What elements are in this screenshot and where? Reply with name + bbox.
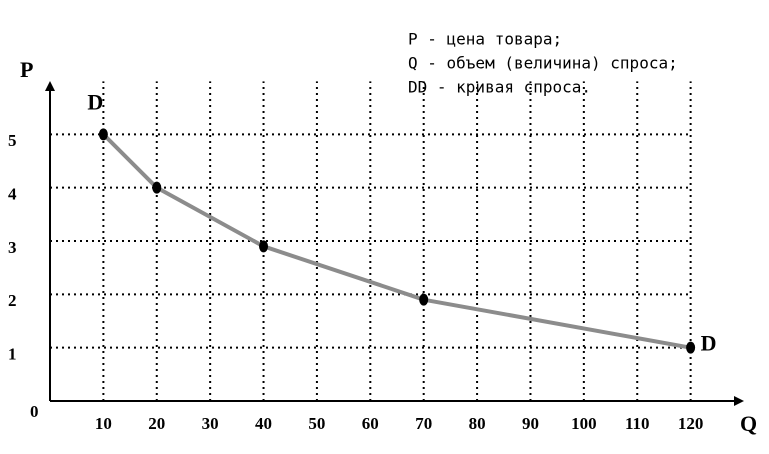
y-axis-arrow [45,81,55,91]
y-tick-label: 4 [8,185,17,204]
y-tick-label: 3 [8,238,17,257]
x-tick-label: 120 [678,414,704,433]
curve-label: D [701,331,717,356]
x-tick-label: 80 [469,414,486,433]
x-tick-label: 100 [571,414,597,433]
data-point [259,240,269,253]
legend-line: P - цена товара; [408,30,562,49]
x-tick-label: 40 [255,414,272,433]
x-tick-label: 50 [308,414,325,433]
y-tick-label: 2 [8,291,17,310]
x-tick-label: 60 [362,414,379,433]
curve-label: D [87,89,103,114]
legend: P - цена товара; Q - объем (величина) сп… [408,30,678,97]
x-tick-label: 20 [148,414,165,433]
data-point [419,293,429,306]
x-tick-label: 10 [95,414,112,433]
legend-line: Q - объем (величина) спроса; [408,54,678,73]
origin-label: 0 [30,402,39,421]
y-axis-label: P [20,57,33,82]
x-tick-label: 30 [202,414,219,433]
data-point [98,128,108,141]
data-point [686,341,696,354]
x-tick-label: 110 [625,414,650,433]
legend-line: DD - кривая спроса. [408,78,591,97]
x-axis-label: Q [740,411,757,436]
data-point [152,181,162,194]
x-tick-label: 70 [415,414,432,433]
x-tick-label: 90 [522,414,539,433]
y-tick-label: 1 [8,345,17,364]
x-axis-arrow [734,396,744,406]
y-tick-label: 5 [8,131,17,150]
